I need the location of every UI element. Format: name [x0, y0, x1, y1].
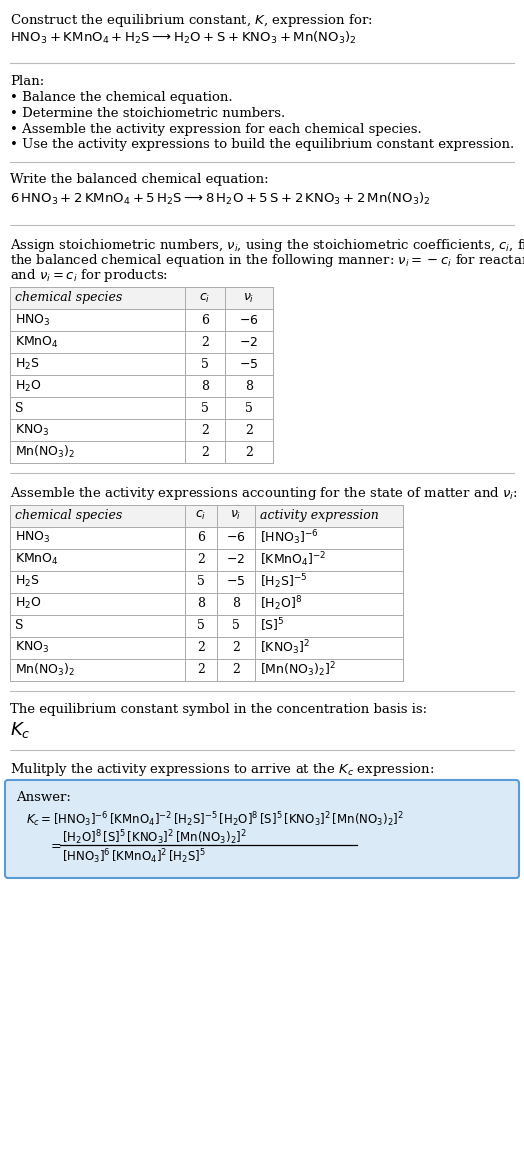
Text: 2: 2 [197, 553, 205, 566]
Text: 2: 2 [245, 424, 253, 436]
Text: chemical species: chemical species [15, 509, 122, 522]
Text: and $\nu_i = c_i$ for products:: and $\nu_i = c_i$ for products: [10, 267, 168, 285]
Text: $-2$: $-2$ [239, 335, 258, 349]
Text: $K_c$: $K_c$ [10, 720, 30, 740]
Text: 2: 2 [232, 663, 240, 676]
Text: 5: 5 [232, 619, 240, 633]
Text: $[\mathrm{KNO_3}]^{2}$: $[\mathrm{KNO_3}]^{2}$ [260, 638, 310, 657]
Text: 5: 5 [197, 619, 205, 633]
Text: $K_c = [\mathrm{HNO_3}]^{-6}\,[\mathrm{KMnO_4}]^{-2}\,[\mathrm{H_2S}]^{-5}\,[\ma: $K_c = [\mathrm{HNO_3}]^{-6}\,[\mathrm{K… [26, 811, 404, 830]
Text: $\mathrm{Mn(NO_3)_2}$: $\mathrm{Mn(NO_3)_2}$ [15, 662, 75, 678]
Text: the balanced chemical equation in the following manner: $\nu_i = -c_i$ for react: the balanced chemical equation in the fo… [10, 252, 524, 270]
Text: 2: 2 [197, 641, 205, 654]
Text: The equilibrium constant symbol in the concentration basis is:: The equilibrium constant symbol in the c… [10, 703, 427, 715]
Text: $\mathrm{HNO_3}$: $\mathrm{HNO_3}$ [15, 313, 51, 328]
Bar [10, 287, 273, 463]
Text: Mulitply the activity expressions to arrive at the $K_c$ expression:: Mulitply the activity expressions to arr… [10, 762, 434, 778]
Text: 2: 2 [201, 335, 209, 349]
Text: $\mathrm{KMnO_4}$: $\mathrm{KMnO_4}$ [15, 335, 59, 350]
Text: Construct the equilibrium constant, $K$, expression for:: Construct the equilibrium constant, $K$,… [10, 12, 373, 29]
Text: 5: 5 [197, 575, 205, 588]
Text: $=$: $=$ [48, 838, 62, 851]
Bar [10, 287, 273, 309]
Text: $\mathrm{H_2S}$: $\mathrm{H_2S}$ [15, 356, 40, 371]
Text: $-6$: $-6$ [239, 314, 259, 327]
Text: 8: 8 [201, 379, 209, 392]
Text: activity expression: activity expression [260, 509, 379, 522]
Text: $\mathrm{KNO_3}$: $\mathrm{KNO_3}$ [15, 422, 49, 438]
Text: 2: 2 [232, 641, 240, 654]
Text: $[\mathrm{HNO_3}]^{6}\,[\mathrm{KMnO_4}]^{2}\,[\mathrm{H_2S}]^{5}$: $[\mathrm{HNO_3}]^{6}\,[\mathrm{KMnO_4}]… [62, 847, 206, 866]
Text: $\mathrm{Mn(NO_3)_2}$: $\mathrm{Mn(NO_3)_2}$ [15, 443, 75, 460]
Text: 2: 2 [197, 663, 205, 676]
Text: $\mathrm{HNO_3 + KMnO_4 + H_2S \longrightarrow H_2O + S + KNO_3 + Mn(NO_3)_2}$: $\mathrm{HNO_3 + KMnO_4 + H_2S \longrigh… [10, 29, 357, 46]
Text: $\mathrm{KNO_3}$: $\mathrm{KNO_3}$ [15, 640, 49, 655]
Text: $[\mathrm{KMnO_4}]^{-2}$: $[\mathrm{KMnO_4}]^{-2}$ [260, 550, 326, 568]
Bar [10, 504, 403, 680]
Text: $-5$: $-5$ [239, 357, 259, 370]
Text: $\nu_i$: $\nu_i$ [243, 292, 255, 305]
Text: $-6$: $-6$ [226, 531, 246, 544]
Text: 8: 8 [245, 379, 253, 392]
Text: 5: 5 [201, 401, 209, 414]
Text: S: S [15, 401, 24, 414]
Text: Assign stoichiometric numbers, $\nu_i$, using the stoichiometric coefficients, $: Assign stoichiometric numbers, $\nu_i$, … [10, 237, 524, 253]
Text: 2: 2 [245, 446, 253, 459]
Text: $\nu_i$: $\nu_i$ [231, 509, 242, 522]
Text: $[\mathrm{H_2S}]^{-5}$: $[\mathrm{H_2S}]^{-5}$ [260, 572, 308, 591]
Text: Assemble the activity expressions accounting for the state of matter and $\nu_i$: Assemble the activity expressions accoun… [10, 485, 518, 502]
FancyBboxPatch shape [5, 780, 519, 878]
Text: 2: 2 [201, 446, 209, 459]
Text: 5: 5 [245, 401, 253, 414]
Text: $[\mathrm{H_2O}]^{8}\,[\mathrm{S}]^{5}\,[\mathrm{KNO_3}]^{2}\,[\mathrm{Mn(NO_3)_: $[\mathrm{H_2O}]^{8}\,[\mathrm{S}]^{5}\,… [62, 829, 247, 847]
Text: 6: 6 [197, 531, 205, 544]
Text: 6: 6 [201, 314, 209, 327]
Text: 2: 2 [201, 424, 209, 436]
Text: 8: 8 [232, 598, 240, 610]
Text: • Assemble the activity expression for each chemical species.: • Assemble the activity expression for e… [10, 123, 422, 135]
Text: 8: 8 [197, 598, 205, 610]
Bar [10, 504, 403, 526]
Text: $-5$: $-5$ [226, 575, 246, 588]
Text: $\mathrm{H_2S}$: $\mathrm{H_2S}$ [15, 574, 40, 589]
Text: 5: 5 [201, 357, 209, 370]
Text: $\mathrm{H_2O}$: $\mathrm{H_2O}$ [15, 378, 41, 393]
Text: $\mathrm{H_2O}$: $\mathrm{H_2O}$ [15, 596, 41, 612]
Text: • Use the activity expressions to build the equilibrium constant expression.: • Use the activity expressions to build … [10, 138, 514, 151]
Text: Plan:: Plan: [10, 75, 44, 88]
Text: • Balance the chemical equation.: • Balance the chemical equation. [10, 91, 233, 105]
Text: chemical species: chemical species [15, 292, 122, 305]
Text: $c_i$: $c_i$ [199, 292, 211, 305]
Text: • Determine the stoichiometric numbers.: • Determine the stoichiometric numbers. [10, 107, 285, 120]
Text: $[\mathrm{H_2O}]^{8}$: $[\mathrm{H_2O}]^{8}$ [260, 594, 302, 613]
Text: Write the balanced chemical equation:: Write the balanced chemical equation: [10, 174, 269, 187]
Text: $[\mathrm{S}]^{5}$: $[\mathrm{S}]^{5}$ [260, 616, 285, 635]
Text: $[\mathrm{HNO_3}]^{-6}$: $[\mathrm{HNO_3}]^{-6}$ [260, 529, 319, 547]
Text: S: S [15, 619, 24, 633]
Text: $\mathrm{6\,HNO_3 + 2\,KMnO_4 + 5\,H_2S \longrightarrow 8\,H_2O + 5\,S + 2\,KNO_: $\mathrm{6\,HNO_3 + 2\,KMnO_4 + 5\,H_2S … [10, 191, 431, 207]
Text: $[\mathrm{Mn(NO_3)_2}]^{2}$: $[\mathrm{Mn(NO_3)_2}]^{2}$ [260, 661, 336, 679]
Text: Answer:: Answer: [16, 791, 71, 804]
Text: $\mathrm{KMnO_4}$: $\mathrm{KMnO_4}$ [15, 552, 59, 567]
Text: $-2$: $-2$ [226, 553, 246, 566]
Text: $c_i$: $c_i$ [195, 509, 206, 522]
Text: $\mathrm{HNO_3}$: $\mathrm{HNO_3}$ [15, 530, 51, 545]
